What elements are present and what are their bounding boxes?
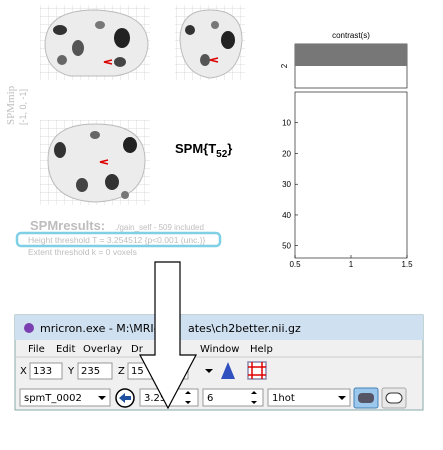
axes-ticks: 10 20 30 40 50 0.5 1 1.5 — [282, 119, 413, 269]
results-file: ./gain_self - 509 included — [115, 223, 204, 232]
results-title: SPMresults: — [30, 218, 105, 233]
x-tick-label: 1.5 — [401, 260, 413, 269]
render-icon[interactable] — [221, 362, 235, 379]
stat: SPM{T — [175, 141, 216, 156]
big-arrow — [139, 261, 197, 410]
menu-item[interactable]: Help — [250, 344, 273, 355]
z-label: Z — [118, 366, 125, 377]
menu-item[interactable]: File — [28, 344, 45, 355]
z-value: 15 — [131, 366, 144, 377]
mip-coords: [-1, 0, -1] — [18, 89, 28, 125]
x-value: 133 — [33, 366, 52, 377]
y-label: Y — [67, 366, 75, 377]
dropdown-arrow[interactable] — [205, 369, 213, 373]
min-value: 3.25 — [144, 393, 166, 404]
stat-label: SPM{T52} — [175, 141, 232, 160]
menu-item[interactable]: Window — [200, 344, 239, 355]
x-field[interactable] — [29, 362, 63, 380]
y-value: 235 — [81, 366, 100, 377]
glass-brain-axial — [40, 120, 150, 205]
menu-item[interactable]: Edit — [56, 344, 75, 355]
stat-close: } — [227, 141, 232, 156]
y-tick-label: 20 — [282, 149, 291, 158]
y-field[interactable] — [77, 362, 113, 380]
contrast-bar — [295, 44, 407, 66]
menu-item[interactable]: Overlay — [83, 344, 122, 355]
max-field[interactable] — [202, 388, 264, 407]
x-tick-label: 1 — [349, 260, 354, 269]
menu-item[interactable]: Dr — [131, 344, 144, 355]
crosshair-icon[interactable] — [247, 361, 267, 380]
mip-title: SPMmip — [5, 85, 17, 125]
y-tick-label: 50 — [282, 242, 291, 251]
mip-label: SPMmip [-1, 0, -1] — [5, 85, 28, 125]
overlay-dropdown[interactable] — [19, 388, 111, 407]
overlay-name: spmT_0002 — [24, 393, 82, 404]
height-threshold: Height threshold T = 3.254512 {p<0.001 (… — [28, 235, 206, 245]
x-label: X — [20, 366, 27, 377]
stat-df: 52 — [216, 149, 228, 160]
contrast-label: 2 — [280, 63, 289, 68]
glass-brain-sagittal — [40, 5, 150, 80]
y-tick-label: 40 — [282, 211, 291, 220]
title-bar — [15, 315, 423, 340]
title-right: ates\ch2better.nii.gz — [188, 322, 301, 335]
highlight-box — [15, 231, 222, 248]
glass-brain-coronal — [175, 5, 245, 80]
colormap: 1hot — [272, 393, 295, 404]
colormap-dropdown[interactable] — [267, 388, 351, 407]
y-tick-label: 30 — [282, 180, 291, 189]
app-icon — [24, 323, 34, 333]
menu-bar: File Edit Overlay Dr Window Help — [28, 344, 273, 355]
y-tick-label: 10 — [282, 119, 291, 128]
design-axes — [294, 91, 408, 259]
title-left: mricron.exe - M:\MRIc — [40, 322, 160, 335]
max-value: 6 — [207, 393, 213, 404]
contrast-title: contrast(s) — [332, 31, 370, 40]
mricron-window: mricron.exe - M:\MRIc ates\ch2better.nii… — [14, 314, 424, 411]
x-tick-label: 0.5 — [289, 260, 301, 269]
extent-threshold: Extent threshold k = 0 voxels — [28, 247, 137, 257]
